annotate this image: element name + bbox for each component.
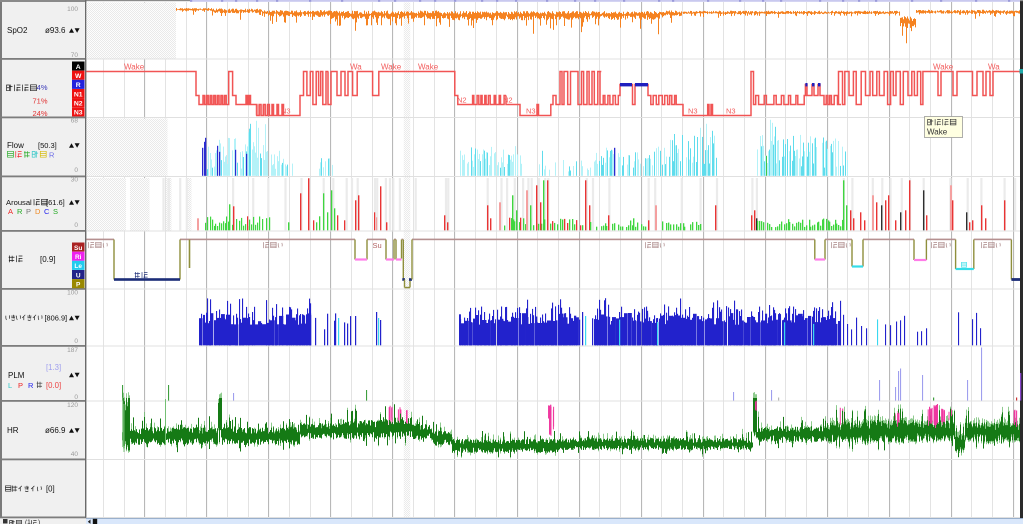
svg-text:N3: N3 [688, 107, 698, 116]
svg-text:30: 30 [71, 177, 79, 184]
svg-text:120: 120 [67, 402, 78, 409]
svg-text:(1: (1 [25, 519, 31, 524]
svg-text:): ) [38, 519, 40, 524]
svg-text:68: 68 [71, 118, 79, 125]
svg-text:Wake: Wake [418, 63, 439, 72]
svg-text:N3: N3 [526, 107, 536, 116]
svg-text:100: 100 [67, 6, 78, 13]
svg-text:Wake: Wake [927, 128, 948, 137]
svg-text:Su: Su [74, 245, 82, 252]
svg-text:[0]: [0] [46, 485, 55, 494]
svg-text:[61.6]: [61.6] [46, 198, 65, 207]
svg-text:24%: 24% [32, 109, 47, 118]
svg-text:C: C [44, 207, 50, 216]
svg-text:A: A [8, 207, 13, 216]
svg-text:P: P [26, 207, 31, 216]
svg-text:D: D [35, 207, 41, 216]
svg-text:Su: Su [373, 241, 382, 250]
svg-text:40: 40 [71, 451, 79, 458]
svg-text:Ri: Ri [75, 254, 82, 261]
svg-text:0: 0 [74, 167, 78, 174]
svg-text:Wa: Wa [988, 63, 1000, 72]
svg-text:100: 100 [67, 290, 78, 297]
svg-text:N2: N2 [74, 101, 83, 108]
svg-text:W: W [75, 73, 82, 80]
svg-text:P: P [76, 281, 81, 288]
svg-text:R: R [49, 151, 55, 160]
svg-text:L: L [8, 381, 12, 390]
svg-text:Wa: Wa [350, 63, 362, 72]
svg-text:R: R [28, 381, 34, 390]
svg-text:R: R [17, 207, 23, 216]
svg-text:Flow: Flow [7, 141, 24, 150]
svg-text:Le: Le [74, 263, 82, 270]
svg-text:N2: N2 [503, 96, 513, 105]
svg-text:[0.9]: [0.9] [40, 255, 56, 264]
svg-text:[806.9]: [806.9] [45, 314, 68, 323]
svg-text:[1.3]: [1.3] [46, 363, 61, 372]
svg-text:Arousal: Arousal [6, 198, 32, 207]
svg-text:U: U [76, 272, 81, 279]
svg-text:N3: N3 [726, 107, 736, 116]
svg-text:P: P [18, 381, 23, 390]
svg-text:187: 187 [67, 347, 78, 354]
svg-text:S: S [53, 207, 58, 216]
svg-text:R: R [76, 82, 81, 89]
svg-text:N3: N3 [74, 110, 83, 117]
svg-text:70: 70 [71, 52, 79, 59]
svg-text:0: 0 [74, 394, 78, 401]
svg-text:[0.0]: [0.0] [46, 381, 61, 390]
svg-text:PLM: PLM [8, 371, 25, 380]
svg-text:Wake: Wake [381, 63, 402, 72]
svg-text:A: A [76, 64, 81, 71]
svg-text:Wake: Wake [124, 63, 145, 72]
svg-text:0: 0 [74, 222, 78, 229]
svg-text:Wake: Wake [933, 63, 954, 72]
svg-text:4%: 4% [37, 83, 48, 92]
svg-text:0: 0 [74, 338, 78, 345]
svg-text:N3: N3 [281, 107, 291, 116]
svg-text:SpO2: SpO2 [7, 26, 28, 35]
svg-text:71%: 71% [32, 97, 47, 106]
svg-text:ø93.6: ø93.6 [45, 26, 66, 35]
svg-text:N2: N2 [457, 96, 467, 105]
svg-text:ø66.9: ø66.9 [45, 426, 66, 435]
svg-text:HR: HR [7, 426, 19, 435]
svg-text:N1: N1 [74, 91, 83, 98]
svg-text:[50.3]: [50.3] [38, 141, 57, 150]
